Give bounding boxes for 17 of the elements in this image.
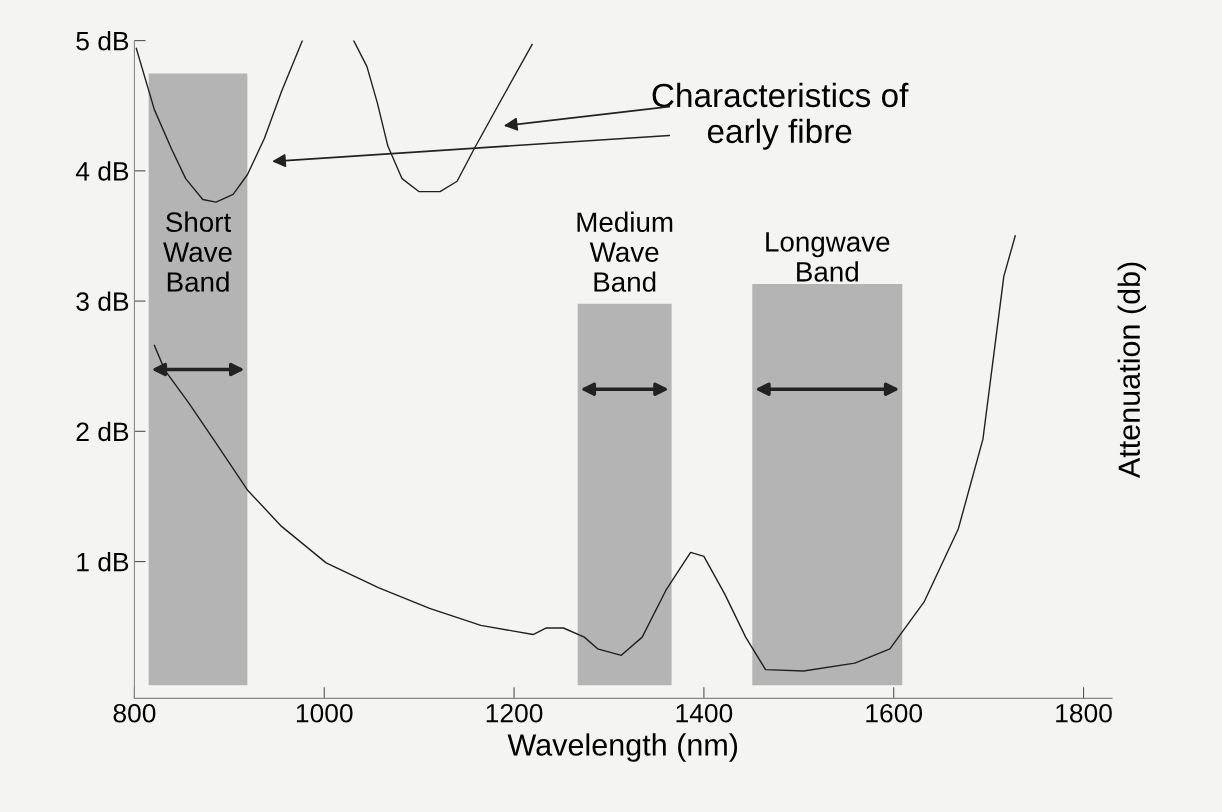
y-tick-label: 3 dB bbox=[76, 291, 129, 311]
y-axis-title: Attenuation (db) bbox=[1117, 262, 1147, 479]
y-tick-label: 4 dB bbox=[75, 161, 129, 181]
band-label: Longwave Band bbox=[766, 232, 890, 282]
x-tick-label: 1600 bbox=[866, 703, 923, 723]
x-tick-label: 1800 bbox=[1056, 703, 1112, 723]
band-label: Short Wave Band bbox=[163, 211, 232, 292]
x-tick-label: 1000 bbox=[296, 703, 353, 723]
x-axis-title: Wavelength (nm) bbox=[507, 733, 738, 762]
band-label: Medium Wave Band bbox=[577, 211, 673, 292]
y-tick-label: 5 dB bbox=[76, 31, 129, 51]
x-tick-label: 800 bbox=[113, 703, 156, 723]
y-tick-label: 2 dB bbox=[76, 421, 129, 442]
y-tick-label: 1 dB bbox=[77, 552, 129, 572]
x-tick-label: 1200 bbox=[486, 703, 543, 723]
annotation: Characteristics of early fibre bbox=[652, 82, 909, 150]
x-tick-label: 1400 bbox=[676, 703, 733, 723]
